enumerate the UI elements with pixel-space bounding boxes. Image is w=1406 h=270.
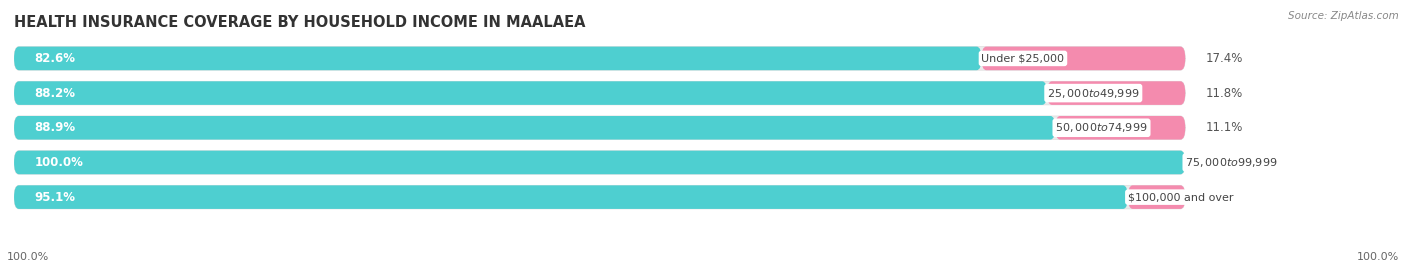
Text: Source: ZipAtlas.com: Source: ZipAtlas.com <box>1288 11 1399 21</box>
FancyBboxPatch shape <box>14 116 1185 140</box>
Text: 88.2%: 88.2% <box>35 87 76 100</box>
Text: $50,000 to $74,999: $50,000 to $74,999 <box>1056 121 1147 134</box>
FancyBboxPatch shape <box>14 81 1047 105</box>
FancyBboxPatch shape <box>14 151 1185 174</box>
FancyBboxPatch shape <box>14 185 1128 209</box>
Text: 82.6%: 82.6% <box>35 52 76 65</box>
Text: $25,000 to $49,999: $25,000 to $49,999 <box>1047 87 1139 100</box>
Text: HEALTH INSURANCE COVERAGE BY HOUSEHOLD INCOME IN MAALAEA: HEALTH INSURANCE COVERAGE BY HOUSEHOLD I… <box>14 15 585 30</box>
FancyBboxPatch shape <box>14 47 1185 70</box>
FancyBboxPatch shape <box>981 47 1185 70</box>
Text: Under $25,000: Under $25,000 <box>981 53 1064 63</box>
FancyBboxPatch shape <box>14 185 1185 209</box>
Text: $75,000 to $99,999: $75,000 to $99,999 <box>1185 156 1278 169</box>
Text: 11.8%: 11.8% <box>1206 87 1243 100</box>
Text: $100,000 and over: $100,000 and over <box>1128 192 1233 202</box>
FancyBboxPatch shape <box>14 116 1056 140</box>
FancyBboxPatch shape <box>14 151 1185 174</box>
Text: 100.0%: 100.0% <box>1357 252 1399 262</box>
FancyBboxPatch shape <box>14 47 981 70</box>
Text: 95.1%: 95.1% <box>35 191 76 204</box>
Text: 100.0%: 100.0% <box>35 156 83 169</box>
Text: 88.9%: 88.9% <box>35 121 76 134</box>
Text: 4.9%: 4.9% <box>1206 191 1236 204</box>
Text: 17.4%: 17.4% <box>1206 52 1243 65</box>
FancyBboxPatch shape <box>1047 81 1185 105</box>
FancyBboxPatch shape <box>1056 116 1185 140</box>
Text: 100.0%: 100.0% <box>7 252 49 262</box>
FancyBboxPatch shape <box>1128 185 1185 209</box>
Text: 11.1%: 11.1% <box>1206 121 1243 134</box>
FancyBboxPatch shape <box>14 81 1185 105</box>
Text: 0.0%: 0.0% <box>1206 156 1236 169</box>
